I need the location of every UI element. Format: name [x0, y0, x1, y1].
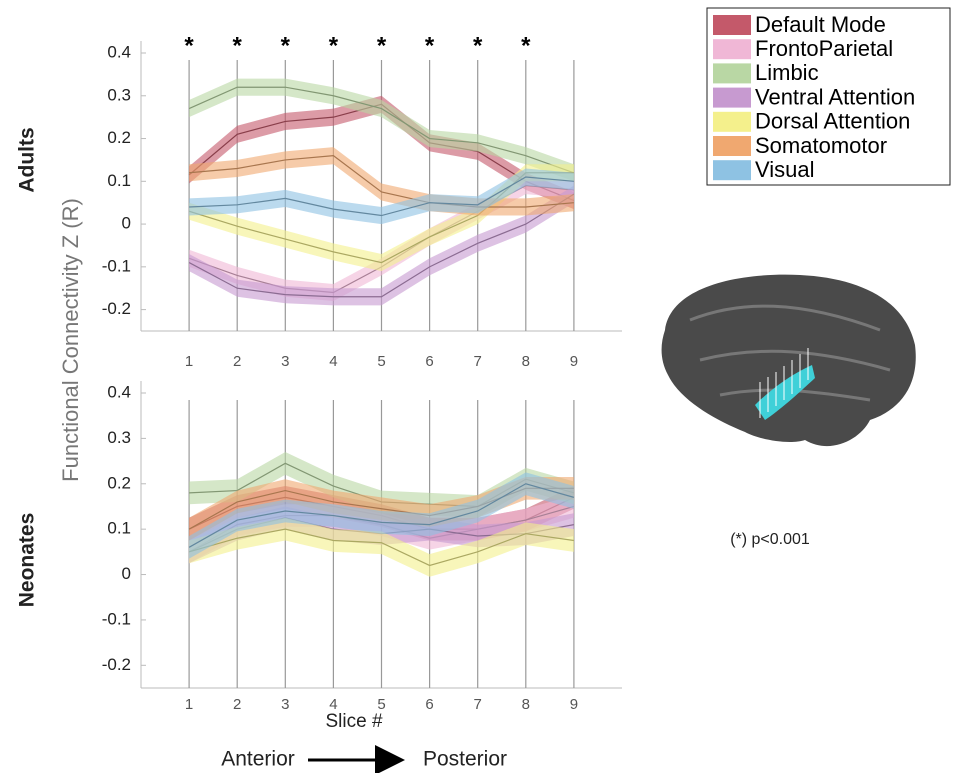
- legend-swatch: [713, 63, 751, 83]
- legend-label: Limbic: [755, 60, 819, 85]
- y-tick-label: 0.2: [107, 473, 131, 492]
- y-axis-label: Functional Connectivity Z (R): [58, 198, 83, 482]
- y-tick-label: 0.4: [107, 42, 131, 61]
- legend-label: Default Mode: [755, 12, 886, 37]
- panel-label: Neonates: [16, 513, 39, 608]
- x-tick-label: 2: [233, 696, 241, 713]
- panel-label: Adults: [16, 127, 39, 192]
- x-tick-label: 8: [522, 696, 530, 713]
- x-tick-label: 7: [474, 353, 482, 370]
- x-tick-label: 9: [570, 696, 578, 713]
- legend-swatch: [713, 88, 751, 108]
- x-tick-label: 3: [281, 696, 289, 713]
- legend-swatch: [713, 136, 751, 156]
- x-tick-label: 9: [570, 353, 578, 370]
- y-tick-label: 0.2: [107, 128, 131, 147]
- y-tick-label: 0: [122, 564, 131, 583]
- figure: Functional Connectivity Z (R) Slice # An…: [0, 0, 957, 773]
- direction-end: Posterior: [423, 748, 507, 771]
- y-tick-label: -0.2: [102, 655, 131, 674]
- y-tick-label: 0.3: [107, 428, 131, 447]
- significance-marker: *: [329, 32, 339, 59]
- significance-marker: *: [425, 32, 435, 59]
- legend-swatch: [713, 15, 751, 35]
- y-tick-label: 0: [122, 214, 131, 233]
- x-axis-label: Slice #: [325, 711, 382, 732]
- y-tick-label: 0.1: [107, 519, 131, 538]
- x-tick-label: 4: [329, 353, 337, 370]
- footnote: (*) p<0.001: [730, 531, 810, 548]
- significance-marker: *: [281, 32, 291, 59]
- x-tick-label: 8: [522, 353, 530, 370]
- legend-swatch: [713, 112, 751, 132]
- legend-label: Somatomotor: [755, 133, 887, 158]
- y-tick-label: -0.1: [102, 609, 131, 628]
- y-tick-label: -0.1: [102, 256, 131, 275]
- significance-marker: *: [377, 32, 387, 59]
- legend-label: FrontoParietal: [755, 36, 893, 61]
- x-tick-label: 6: [425, 696, 433, 713]
- legend-label: Ventral Attention: [755, 84, 915, 109]
- legend-swatch: [713, 39, 751, 59]
- legend-label: Dorsal Attention: [755, 109, 910, 134]
- significance-marker: *: [473, 32, 483, 59]
- x-tick-label: 6: [425, 353, 433, 370]
- x-tick-label: 7: [474, 696, 482, 713]
- significance-marker: *: [233, 32, 243, 59]
- x-tick-label: 3: [281, 353, 289, 370]
- x-tick-label: 1: [185, 353, 193, 370]
- x-tick-label: 1: [185, 696, 193, 713]
- significance-marker: *: [521, 32, 531, 59]
- y-tick-label: 0.1: [107, 171, 131, 190]
- y-tick-label: 0.4: [107, 382, 131, 401]
- x-tick-label: 5: [377, 696, 385, 713]
- legend-label: Visual: [755, 157, 815, 182]
- x-tick-label: 5: [377, 353, 385, 370]
- x-tick-label: 4: [329, 696, 337, 713]
- legend-swatch: [713, 160, 751, 180]
- y-tick-label: 0.3: [107, 85, 131, 104]
- direction-start: Anterior: [221, 748, 295, 771]
- x-tick-label: 2: [233, 353, 241, 370]
- significance-marker: *: [184, 32, 194, 59]
- y-tick-label: -0.2: [102, 299, 131, 318]
- brain-image: [662, 275, 916, 446]
